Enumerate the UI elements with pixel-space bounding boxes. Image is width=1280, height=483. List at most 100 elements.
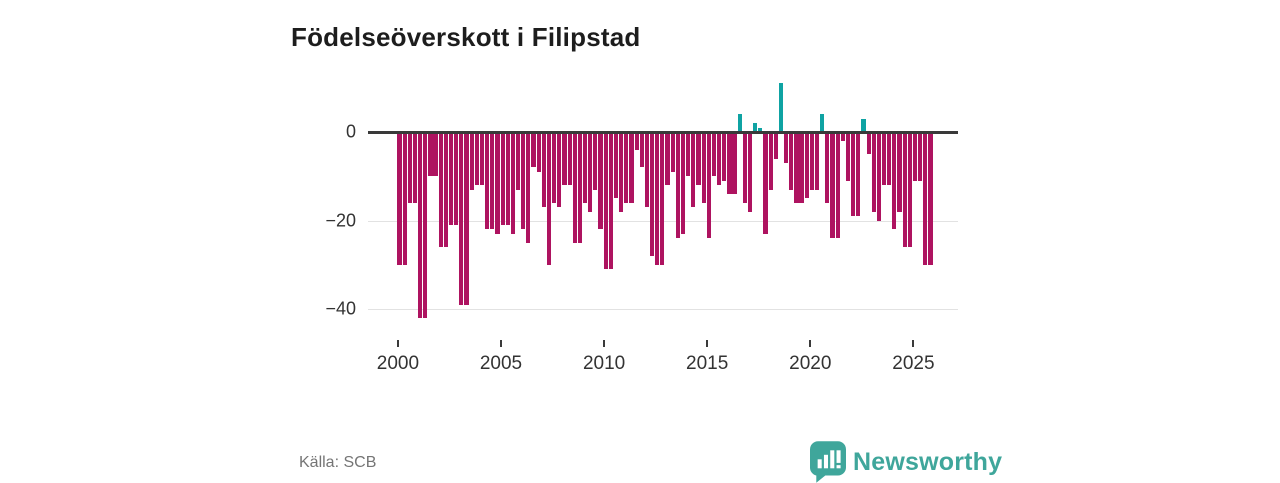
bar-2021Q2 (835, 132, 840, 239)
bar-2009Q1 (582, 132, 588, 203)
bar-2019Q3 (799, 132, 804, 203)
bar-2003Q2 (464, 132, 469, 305)
x-tick-mark (706, 340, 709, 347)
x-tick-label: 2015 (686, 353, 729, 374)
x-tick-label: 2025 (892, 353, 935, 374)
bar-2008Q3 (572, 132, 577, 243)
bar-2011Q1 (624, 132, 629, 203)
bar-2018Q4 (784, 132, 789, 163)
bar-2015Q4 (722, 132, 727, 181)
bar-2016Q1 (727, 132, 732, 194)
x-tick-label: 2020 (789, 353, 832, 374)
bar-2023Q3 (881, 132, 887, 186)
bar-2012Q4 (660, 132, 665, 265)
bar-2023Q1 (871, 132, 876, 212)
x-tick-mark (500, 340, 502, 347)
bar-2016Q2 (732, 132, 737, 194)
bar-2010Q2 (608, 132, 613, 270)
bar-2008Q1 (562, 132, 567, 186)
bar-2003Q3 (469, 132, 474, 190)
bar-2005Q1 (500, 132, 505, 225)
bar-2017Q3 (758, 127, 763, 132)
bar-2003Q1 (459, 132, 464, 305)
bar-2001Q2 (423, 132, 428, 318)
bar-2022Q2 (856, 132, 861, 217)
x-tick-mark (396, 340, 399, 347)
bar-2012Q3 (655, 132, 660, 265)
bar-2012Q1 (644, 132, 650, 208)
page-title: Födelseöverskott i Filipstad (291, 22, 641, 53)
bar-2014Q4 (701, 132, 706, 203)
x-tick-label: 2000 (376, 353, 420, 374)
bar-2006Q2 (526, 132, 531, 243)
bar-2025Q1 (912, 132, 918, 181)
bar-2004Q1 (479, 132, 485, 186)
x-tick-label: 2005 (479, 353, 523, 374)
bar-2013Q1 (665, 132, 670, 186)
bar-2010Q4 (619, 132, 624, 212)
bar-2018Q2 (773, 132, 778, 159)
bar-2014Q1 (686, 132, 691, 177)
bar-2008Q2 (567, 132, 572, 186)
bar-2001Q3 (428, 132, 433, 177)
bar-2005Q3 (510, 132, 515, 234)
bar-2006Q3 (531, 132, 536, 168)
bar-2021Q1 (830, 132, 835, 239)
bar-2018Q3 (778, 83, 784, 132)
bar-2022Q1 (851, 132, 856, 217)
bar-2013Q3 (675, 132, 680, 239)
bar-2002Q2 (443, 132, 448, 248)
newsworthy-logo-text: Newsworthy (853, 447, 1003, 476)
bar-2021Q4 (845, 132, 851, 181)
bar-2016Q4 (742, 132, 747, 203)
bar-2010Q1 (603, 132, 608, 270)
y-tick-label: 0 (345, 121, 356, 142)
bar-2017Q2 (753, 123, 758, 132)
bar-2020Q3 (820, 114, 825, 132)
bar-2001Q1 (418, 132, 423, 318)
bar-2007Q3 (552, 132, 557, 203)
x-tick-label: 2010 (582, 353, 626, 374)
bar-2015Q1 (706, 132, 711, 239)
bar-2020Q2 (814, 132, 820, 190)
bar-2006Q1 (521, 132, 526, 230)
bar-2016Q3 (737, 114, 742, 132)
bar-2002Q1 (438, 132, 443, 248)
bar-2023Q4 (887, 132, 892, 186)
bar-2024Q3 (902, 132, 907, 248)
bar-2025Q2 (918, 132, 923, 181)
bar-2022Q3 (861, 118, 866, 132)
bar-2015Q2 (711, 132, 717, 177)
bar-2021Q3 (840, 132, 845, 141)
bar-2011Q3 (634, 132, 639, 150)
x-tick-mark (912, 340, 915, 347)
bar-2018Q1 (768, 132, 773, 190)
bar-2011Q2 (629, 132, 634, 203)
bar-2008Q4 (577, 132, 582, 243)
bar-2017Q4 (763, 132, 768, 234)
bar-2004Q3 (490, 132, 495, 230)
source-caption: Källa: SCB (299, 454, 377, 471)
y-tick-label: −20 (325, 210, 356, 230)
bar-2022Q4 (866, 132, 871, 155)
bar-2006Q4 (536, 132, 541, 172)
bar-2010Q3 (613, 132, 619, 199)
newsworthy-logo-icon (810, 441, 846, 483)
bar-2014Q3 (696, 132, 701, 186)
bar-2009Q2 (588, 132, 593, 212)
bar-2005Q4 (515, 132, 521, 190)
newsworthy-logo: Newsworthy (810, 441, 1002, 483)
bar-2020Q1 (809, 132, 814, 190)
bar-2019Q1 (789, 132, 794, 190)
bar-2017Q1 (747, 132, 753, 212)
bar-2007Q4 (557, 132, 562, 208)
bar-2007Q1 (541, 132, 546, 208)
bar-2019Q2 (794, 132, 799, 203)
bar-2007Q2 (546, 132, 552, 265)
bar-2000Q2 (402, 132, 407, 265)
bar-2004Q4 (495, 132, 500, 234)
bar-2005Q2 (505, 132, 510, 225)
bar-2024Q1 (892, 132, 897, 230)
bar-2013Q4 (680, 132, 686, 234)
